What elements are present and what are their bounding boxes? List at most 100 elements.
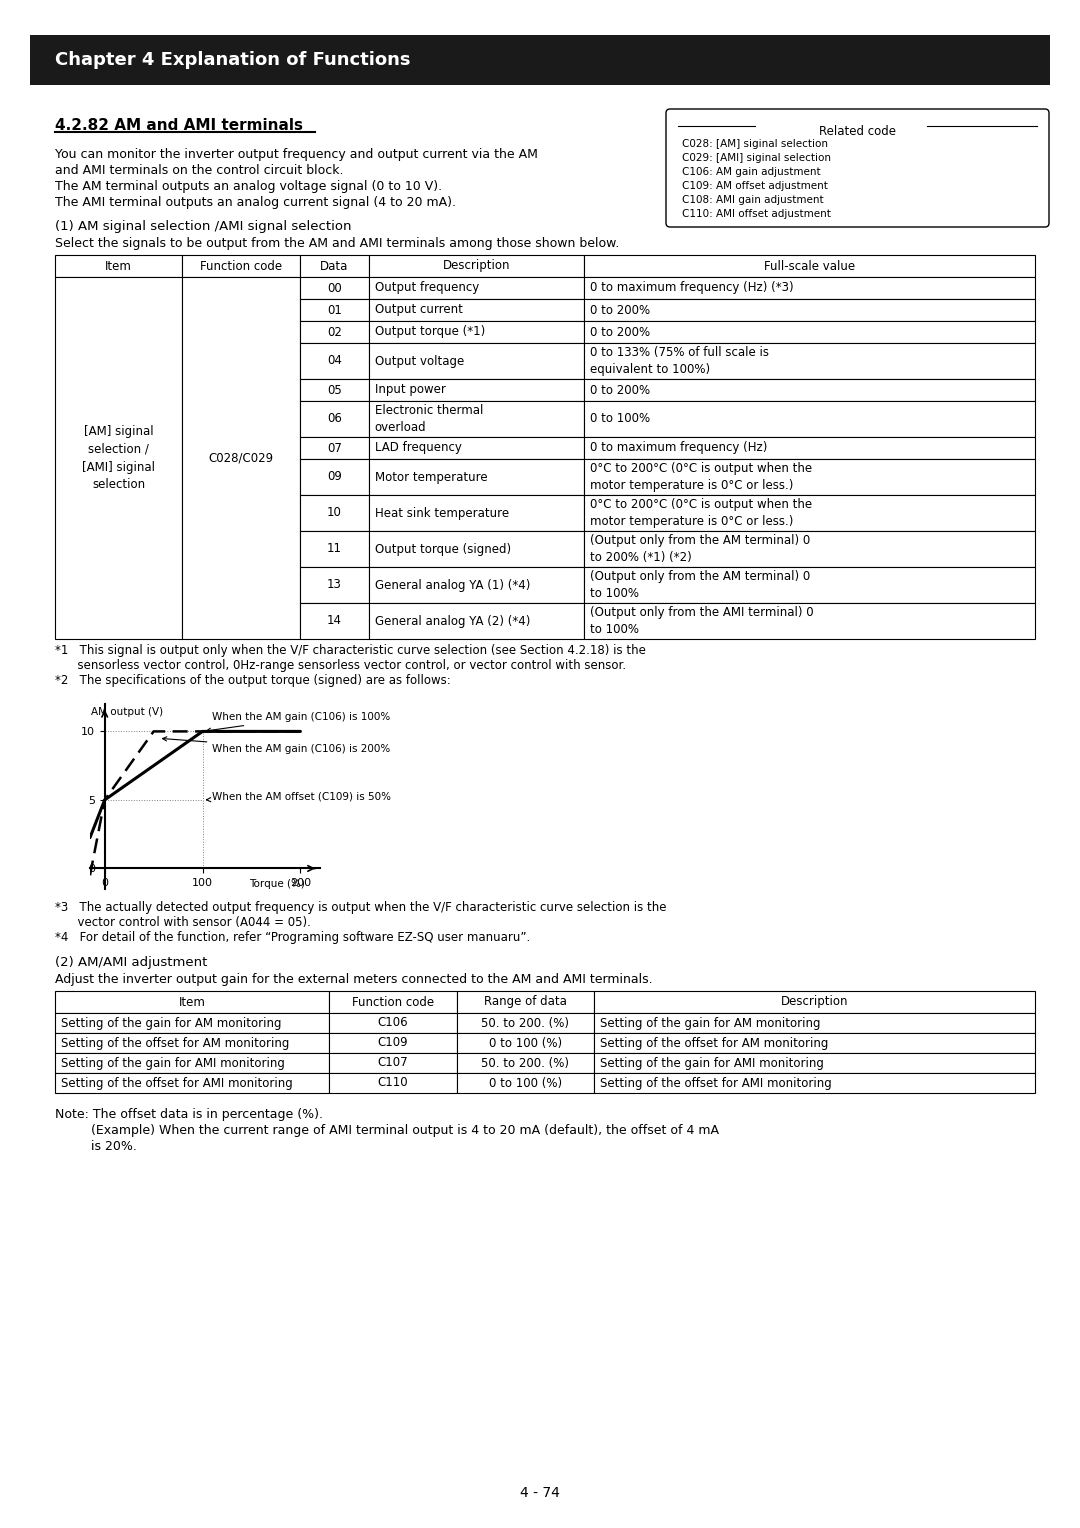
Text: C028: [AM] siginal selection: C028: [AM] siginal selection <box>681 139 828 150</box>
Bar <box>594 1013 1035 1033</box>
Bar <box>368 379 584 400</box>
Bar <box>300 379 368 400</box>
Text: The AMI terminal outputs an analog current signal (4 to 20 mA).: The AMI terminal outputs an analog curre… <box>55 196 456 209</box>
Text: *3   The actually detected output frequency is output when the V/F characteristi: *3 The actually detected output frequenc… <box>55 902 666 914</box>
Text: C110: C110 <box>378 1077 408 1089</box>
Bar <box>329 992 457 1013</box>
Text: The AM terminal outputs an analog voltage signal (0 to 10 V).: The AM terminal outputs an analog voltag… <box>55 180 442 193</box>
Text: Data: Data <box>320 260 349 272</box>
Bar <box>584 400 1035 437</box>
Bar <box>183 277 300 639</box>
Text: When the AM gain (C106) is 200%: When the AM gain (C106) is 200% <box>162 736 391 753</box>
Text: C029: [AMI] siginal selection: C029: [AMI] siginal selection <box>681 153 831 163</box>
Text: Description: Description <box>781 996 848 1008</box>
Text: 02: 02 <box>327 325 341 339</box>
Text: (1) AM siginal selection /AMI signal selection: (1) AM siginal selection /AMI signal sel… <box>55 220 351 232</box>
Text: 0 to 100 (%): 0 to 100 (%) <box>489 1077 562 1089</box>
Bar <box>300 277 368 299</box>
Bar <box>368 604 584 639</box>
Text: 14: 14 <box>327 614 341 628</box>
Bar <box>300 567 368 604</box>
Text: 0 to maximum frequency (Hz) (*3): 0 to maximum frequency (Hz) (*3) <box>590 281 794 295</box>
Text: sensorless vector control, 0Hz-range sensorless vector control, or vector contro: sensorless vector control, 0Hz-range sen… <box>55 659 626 672</box>
Bar <box>183 255 300 277</box>
Text: C106: AM gain adjustment: C106: AM gain adjustment <box>681 167 821 177</box>
Text: 0°C to 200°C (0°C is output when the
motor temperature is 0°C or less.): 0°C to 200°C (0°C is output when the mot… <box>590 461 812 492</box>
Text: Output current: Output current <box>375 304 462 316</box>
Text: 0 to maximum frequency (Hz): 0 to maximum frequency (Hz) <box>590 442 768 454</box>
Text: Note: The offset data is in percentage (%).: Note: The offset data is in percentage (… <box>55 1108 323 1122</box>
Bar <box>30 35 1050 86</box>
Text: When the AM offset (C109) is 50%: When the AM offset (C109) is 50% <box>206 792 391 802</box>
Text: 0 to 200%: 0 to 200% <box>590 384 650 396</box>
Bar <box>368 495 584 532</box>
Text: Function code: Function code <box>200 260 282 272</box>
Text: 05: 05 <box>327 384 341 396</box>
Bar <box>55 1073 329 1093</box>
Text: 04: 04 <box>327 354 341 368</box>
Bar <box>368 299 584 321</box>
Text: Select the signals to be output from the AM and AMI terminals among those shown : Select the signals to be output from the… <box>55 237 619 251</box>
Text: 4.2.82 AM and AMI terminals: 4.2.82 AM and AMI terminals <box>55 118 303 133</box>
Text: 11: 11 <box>327 542 341 556</box>
Text: *2   The specifications of the output torque (signed) are as follows:: *2 The specifications of the output torq… <box>55 674 450 688</box>
Bar <box>300 400 368 437</box>
Bar <box>368 532 584 567</box>
Text: 10: 10 <box>327 506 341 520</box>
Text: 0°C to 200°C (0°C is output when the
motor temperature is 0°C or less.): 0°C to 200°C (0°C is output when the mot… <box>590 498 812 529</box>
Text: Output torque (signed): Output torque (signed) <box>375 542 511 556</box>
Bar <box>594 1073 1035 1093</box>
Bar <box>300 458 368 495</box>
Text: Item: Item <box>179 996 205 1008</box>
Bar <box>300 255 368 277</box>
Text: 50. to 200. (%): 50. to 200. (%) <box>482 1056 569 1070</box>
Bar <box>368 342 584 379</box>
Text: Range of data: Range of data <box>484 996 567 1008</box>
Bar <box>594 992 1035 1013</box>
Text: LAD frequency: LAD frequency <box>375 442 461 454</box>
Bar <box>457 1013 594 1033</box>
Bar <box>594 1033 1035 1053</box>
Bar <box>55 992 329 1013</box>
Text: Motor temperature: Motor temperature <box>375 471 487 483</box>
Bar <box>329 1053 457 1073</box>
Bar <box>300 299 368 321</box>
Bar <box>368 567 584 604</box>
Text: Setting of the gain for AM monitoring: Setting of the gain for AM monitoring <box>600 1016 821 1030</box>
Bar <box>584 604 1035 639</box>
Text: 13: 13 <box>327 579 341 591</box>
Text: Setting of the gain for AM monitoring: Setting of the gain for AM monitoring <box>60 1016 282 1030</box>
Text: *4   For detail of the function, refer “Programing software EZ-SQ user manuaru”.: *4 For detail of the function, refer “Pr… <box>55 931 530 944</box>
Bar <box>55 1053 329 1073</box>
Bar <box>55 1013 329 1033</box>
Bar <box>368 277 584 299</box>
Text: Output frequency: Output frequency <box>375 281 478 295</box>
Text: Related code: Related code <box>819 125 896 138</box>
Text: General analog YA (1) (*4): General analog YA (1) (*4) <box>375 579 530 591</box>
Bar <box>584 567 1035 604</box>
Text: 0 to 100 (%): 0 to 100 (%) <box>489 1036 562 1050</box>
Bar <box>584 532 1035 567</box>
Bar <box>584 437 1035 458</box>
Bar <box>584 321 1035 342</box>
Bar <box>55 277 183 639</box>
Text: Setting of the offset for AM monitoring: Setting of the offset for AM monitoring <box>600 1036 828 1050</box>
Text: Input power: Input power <box>375 384 445 396</box>
Bar <box>300 604 368 639</box>
Text: Item: Item <box>105 260 132 272</box>
Bar <box>300 495 368 532</box>
Bar <box>457 992 594 1013</box>
Text: 0 to 133% (75% of full scale is
equivalent to 100%): 0 to 133% (75% of full scale is equivale… <box>590 345 769 376</box>
Text: Setting of the gain for AMI monitoring: Setting of the gain for AMI monitoring <box>600 1056 824 1070</box>
Text: C109: C109 <box>378 1036 408 1050</box>
Text: Function code: Function code <box>352 996 434 1008</box>
Bar <box>584 277 1035 299</box>
Text: Full-scale value: Full-scale value <box>764 260 855 272</box>
Text: C028/C029: C028/C029 <box>208 451 273 465</box>
Text: [AM] siginal
selection /
[AMI] siginal
selection: [AM] siginal selection / [AMI] siginal s… <box>82 425 156 492</box>
Bar <box>329 1033 457 1053</box>
Text: 00: 00 <box>327 281 341 295</box>
Text: Output torque (*1): Output torque (*1) <box>375 325 485 339</box>
Bar <box>368 400 584 437</box>
Text: vector control with sensor (A044 = 05).: vector control with sensor (A044 = 05). <box>55 915 311 929</box>
